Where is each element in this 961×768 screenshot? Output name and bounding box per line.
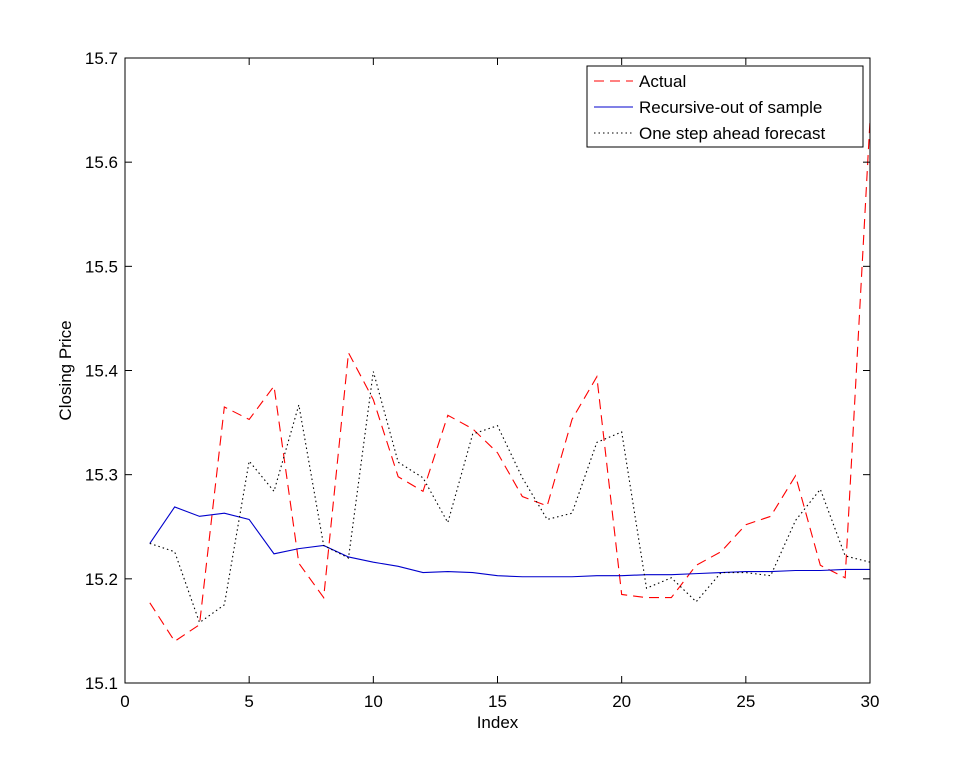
x-tick-label: 20 bbox=[612, 692, 631, 711]
x-axis-label: Index bbox=[477, 713, 519, 732]
legend-label-3: One step ahead forecast bbox=[639, 124, 825, 143]
tick-labels: 0 5 10 15 20 25 30 15.1 15.2 15.3 15.4 15.5 15.6 15.7 bbox=[85, 49, 880, 711]
x-tick-label: 30 bbox=[861, 692, 880, 711]
y-tick-label: 15.6 bbox=[85, 153, 118, 172]
plot-background bbox=[125, 58, 870, 683]
series-layer bbox=[149, 120, 871, 643]
y-axis-label: Closing Price bbox=[56, 320, 75, 420]
plot-area bbox=[125, 58, 870, 683]
legend: Actual Recursive-out of sample One step ah… bbox=[586, 65, 864, 148]
series-line-1 bbox=[149, 120, 871, 643]
y-tick-label: 15.4 bbox=[85, 362, 118, 381]
series-line-2 bbox=[149, 506, 870, 578]
x-tick-label: 15 bbox=[488, 692, 507, 711]
legend-label-1: Actual bbox=[639, 72, 686, 91]
x-tick-label: 10 bbox=[364, 692, 383, 711]
axes bbox=[124, 57, 871, 684]
y-tick-label: 15.3 bbox=[85, 466, 118, 485]
y-tick-label: 15.5 bbox=[85, 257, 118, 276]
x-tick-label: 25 bbox=[736, 692, 755, 711]
y-tick-label: 15.1 bbox=[85, 674, 118, 693]
legend-label-2: Recursive-out of sample bbox=[639, 98, 822, 117]
y-tick-label: 15.2 bbox=[85, 570, 118, 589]
x-tick-label: 0 bbox=[120, 692, 129, 711]
x-tick-label: 5 bbox=[244, 692, 253, 711]
y-tick-label: 15.7 bbox=[85, 49, 118, 68]
